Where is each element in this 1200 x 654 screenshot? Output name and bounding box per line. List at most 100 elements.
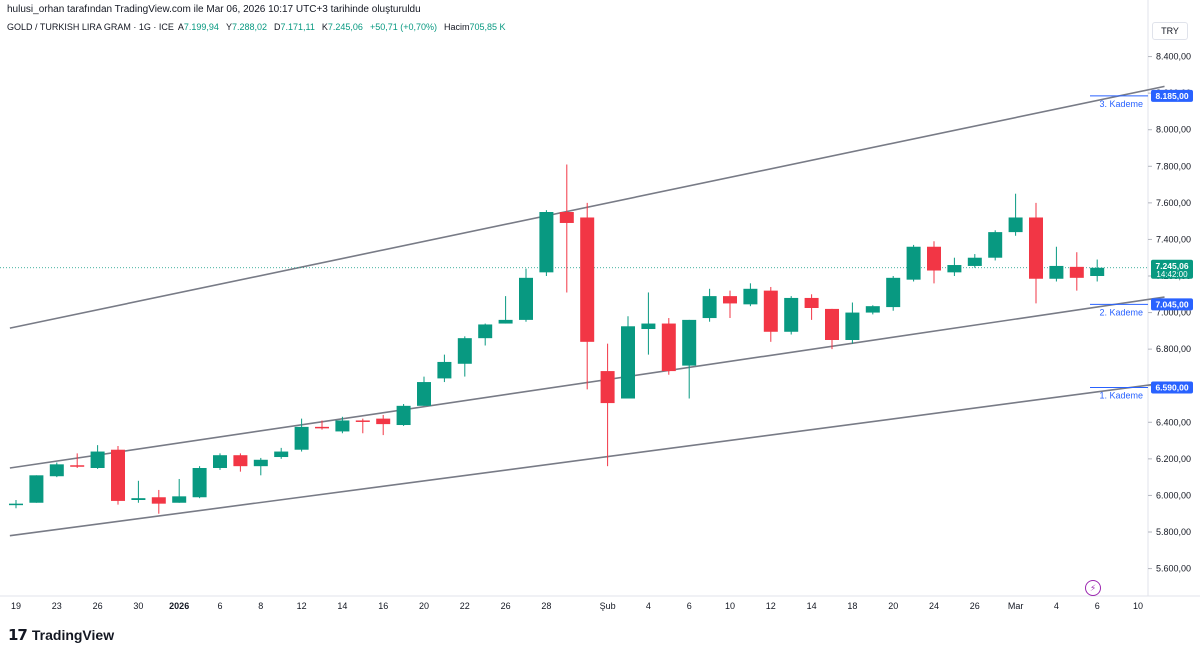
candle-body <box>151 497 166 504</box>
x-tick-label: 2026 <box>169 601 189 611</box>
x-tick-label: 16 <box>378 601 388 611</box>
open-value: 7.199,94 <box>183 22 219 32</box>
x-tick-label: 6 <box>217 601 222 611</box>
y-tick-label: 5.600,00 <box>1156 564 1191 574</box>
volume-label: Hacim <box>444 22 470 32</box>
candle-body <box>723 296 737 304</box>
candle <box>457 336 472 377</box>
x-tick-label: 20 <box>419 601 429 611</box>
candle <box>559 164 574 293</box>
currency-button[interactable]: TRY <box>1152 22 1188 40</box>
candle-body <box>417 382 431 406</box>
y-tick-label: 5.800,00 <box>1156 527 1191 537</box>
close-value: 7.245,06 <box>327 22 363 32</box>
x-tick-label: 10 <box>725 601 735 611</box>
candle <box>641 292 656 355</box>
candle-body <box>172 496 187 503</box>
candle-body <box>559 212 574 223</box>
x-tick-label: 19 <box>11 601 21 611</box>
candle-body <box>1008 217 1023 233</box>
level-price-tag-label: 8.185,00 <box>1155 91 1188 101</box>
candle <box>621 316 635 399</box>
y-tick-label: 7.400,00 <box>1156 234 1191 244</box>
x-tick-label: 6 <box>687 601 692 611</box>
candle <box>682 319 697 399</box>
x-tick-label: 20 <box>888 601 898 611</box>
candle-body <box>988 232 1003 258</box>
y-tick-label: 7.600,00 <box>1156 198 1191 208</box>
low-label: D <box>274 22 281 32</box>
candle <box>498 296 513 324</box>
candle <box>886 276 901 311</box>
candle <box>1029 202 1043 304</box>
channel-line-lower <box>9 382 1165 537</box>
candle <box>661 318 676 375</box>
candle-body <box>70 465 85 467</box>
countdown-label: 14:42:00 <box>1156 270 1188 279</box>
chart-credit: hulusi_orhan tarafından TradingView.com … <box>7 4 421 15</box>
candle <box>478 323 493 346</box>
y-tick-label: 7.800,00 <box>1156 161 1191 171</box>
candle <box>376 414 391 436</box>
candle <box>988 230 1003 261</box>
candle-body <box>661 323 676 372</box>
candle <box>437 354 452 383</box>
candle-body <box>825 308 839 340</box>
lightning-icon[interactable]: ⚡ <box>1085 580 1101 596</box>
last-price-label: 7.245,06 <box>1155 261 1188 271</box>
candle-body <box>131 498 146 500</box>
candle <box>519 268 533 322</box>
candle <box>600 343 615 467</box>
candle-body <box>1049 265 1064 279</box>
candle <box>784 296 799 335</box>
y-tick-label: 8.400,00 <box>1156 52 1191 62</box>
candle <box>1049 246 1064 282</box>
candle-body <box>947 265 962 273</box>
candle-body <box>233 455 248 467</box>
low-value: 7.171,11 <box>280 22 315 32</box>
x-tick-label: 26 <box>501 601 511 611</box>
level-price-tag <box>1151 298 1193 311</box>
candle-body <box>396 405 411 426</box>
candle-body <box>294 426 309 450</box>
candle-body <box>1029 217 1043 279</box>
candle-body <box>478 324 493 339</box>
level-price-tag <box>1151 381 1193 394</box>
x-tick-label: 4 <box>646 601 651 611</box>
y-tick-label: 6.200,00 <box>1156 454 1191 464</box>
y-tick-label: 7.000,00 <box>1156 308 1191 318</box>
candle <box>29 475 44 503</box>
candle <box>580 202 595 390</box>
candle <box>274 447 289 459</box>
candle <box>1090 259 1105 282</box>
x-tick-label: 8 <box>258 601 263 611</box>
volume-value: 705,85 K <box>469 22 506 32</box>
candle-body <box>865 306 880 313</box>
level-label: 2. Kademe <box>1099 307 1143 317</box>
candle <box>335 416 350 434</box>
candle <box>702 288 717 322</box>
x-tick-label: 24 <box>929 601 939 611</box>
x-tick-label: 18 <box>847 601 857 611</box>
candle <box>253 457 268 476</box>
x-tick-label: 12 <box>766 601 776 611</box>
candle-body <box>641 323 656 330</box>
candle-body <box>580 217 595 342</box>
x-tick-label: 26 <box>93 601 103 611</box>
candle-body <box>886 277 901 308</box>
candle-body <box>906 246 921 280</box>
candle-body <box>111 449 125 501</box>
symbol-legend: GOLD / TURKISH LIRA GRAM · 1G · ICE A7.1… <box>7 22 509 32</box>
candle <box>723 290 737 319</box>
symbol-title[interactable]: GOLD / TURKISH LIRA GRAM · 1G · ICE <box>7 22 174 32</box>
candle-body <box>763 290 778 332</box>
candle <box>294 418 309 452</box>
high-label: Y <box>225 22 232 32</box>
x-tick-label: 23 <box>52 601 62 611</box>
candle-body <box>927 246 941 271</box>
candle-body <box>213 455 227 468</box>
y-tick-label: 8.000,00 <box>1156 125 1191 135</box>
candle-body <box>600 371 615 404</box>
candle <box>927 241 941 284</box>
